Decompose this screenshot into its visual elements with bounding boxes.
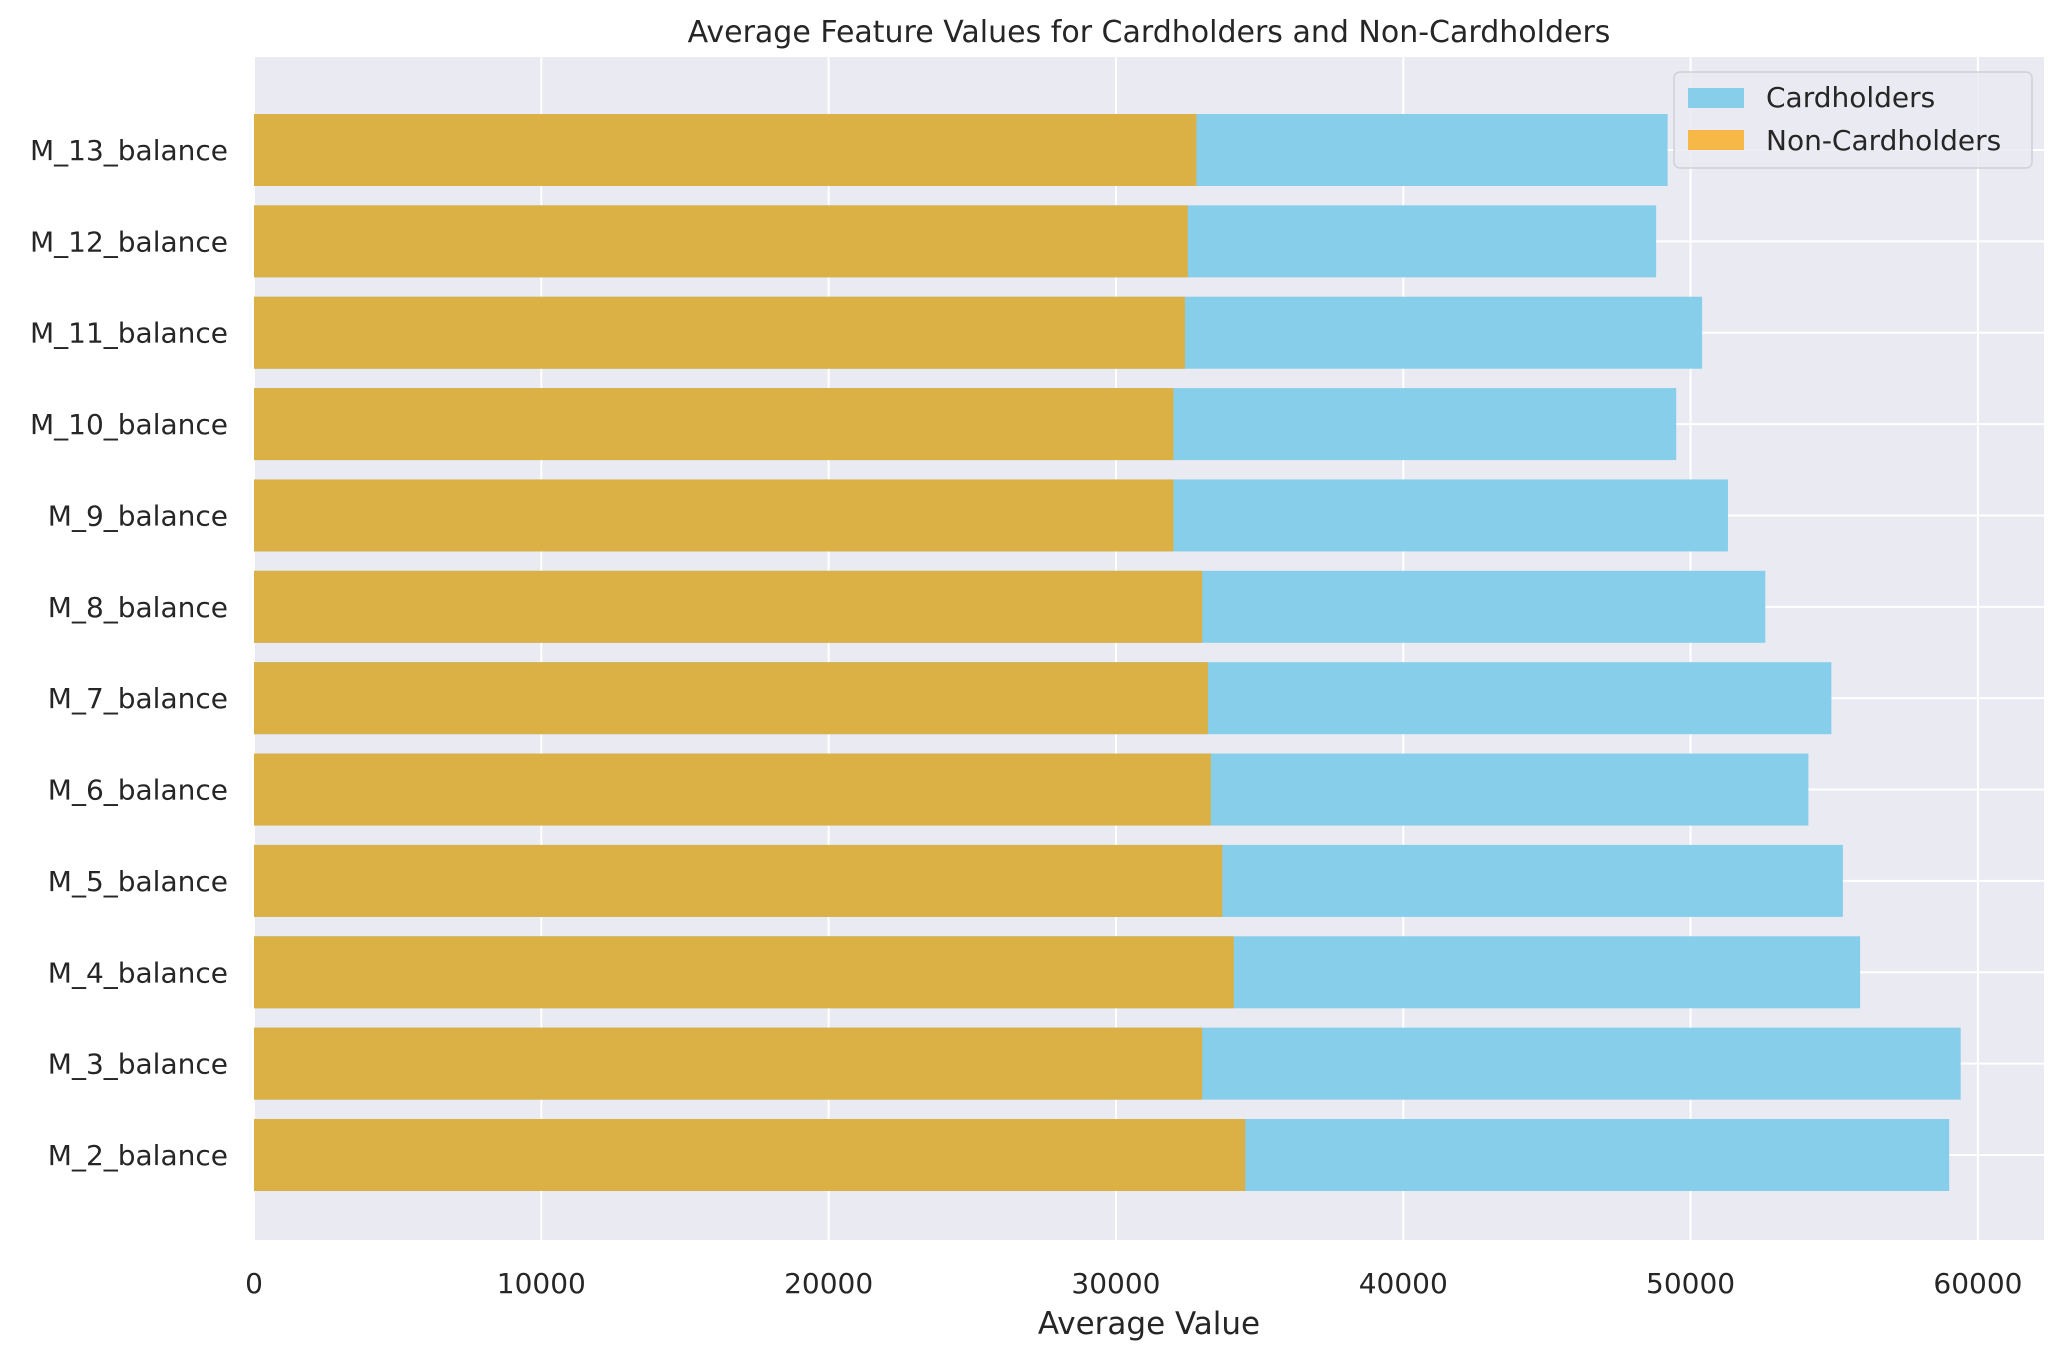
chart-title: Average Feature Values for Cardholders a…: [688, 15, 1611, 50]
x-axis-label: Average Value: [1038, 1306, 1260, 1342]
x-tick-labels: 0 10000 20000 30000 40000 50000 60000: [245, 1267, 2022, 1300]
y-tick-label: M_8_balance: [48, 591, 228, 624]
bar-non-cardholders-M_9_balance: [254, 479, 1174, 552]
bar-non-cardholders-M_3_balance: [254, 1027, 1203, 1100]
bar-non-cardholders-M_12_balance: [254, 205, 1188, 278]
y-tick-label: M_13_balance: [30, 134, 228, 167]
bar-non-cardholders-M_5_balance: [254, 844, 1223, 917]
bars: [254, 114, 1961, 1191]
x-tick-label: 40000: [1359, 1267, 1448, 1300]
y-tick-label: M_12_balance: [30, 225, 228, 258]
bar-non-cardholders-M_8_balance: [254, 570, 1203, 643]
y-tick-label: M_7_balance: [48, 682, 228, 715]
legend-box: [1673, 71, 2033, 169]
x-tick-label: 0: [245, 1267, 263, 1300]
y-tick-label: M_9_balance: [48, 499, 228, 532]
y-tick-label: M_11_balance: [30, 317, 228, 350]
y-tick-label: M_10_balance: [30, 408, 228, 441]
x-tick-label: 20000: [784, 1267, 873, 1300]
bar-non-cardholders-M_11_balance: [254, 296, 1185, 369]
legend-label-cardholders: Cardholders: [1766, 81, 1935, 114]
x-tick-label: 10000: [497, 1267, 586, 1300]
bar-non-cardholders-M_7_balance: [254, 662, 1208, 735]
bar-non-cardholders-M_4_balance: [254, 936, 1234, 1009]
x-tick-label: 30000: [1071, 1267, 1160, 1300]
y-tick-label: M_4_balance: [48, 956, 228, 989]
x-tick-label: 60000: [1933, 1267, 2022, 1300]
legend-label-non-cardholders: Non-Cardholders: [1766, 124, 2001, 157]
y-tick-label: M_5_balance: [48, 865, 228, 898]
bar-non-cardholders-M_2_balance: [254, 1119, 1246, 1191]
y-tick-label: M_3_balance: [48, 1048, 228, 1081]
bar-non-cardholders-M_10_balance: [254, 388, 1174, 461]
legend-swatch-cardholders: [1688, 88, 1744, 108]
bar-non-cardholders-M_13_balance: [254, 114, 1197, 186]
legend-swatch-non-cardholders: [1688, 130, 1744, 150]
bar-non-cardholders-M_6_balance: [254, 753, 1211, 826]
x-tick-label: 50000: [1646, 1267, 1735, 1300]
legend: Cardholders Non-Cardholders: [1673, 71, 2033, 169]
y-tick-labels: M_2_balance M_3_balance M_4_balance M_5_bal…: [30, 134, 228, 1172]
y-tick-label: M_2_balance: [48, 1139, 228, 1172]
y-tick-label: M_6_balance: [48, 774, 228, 807]
